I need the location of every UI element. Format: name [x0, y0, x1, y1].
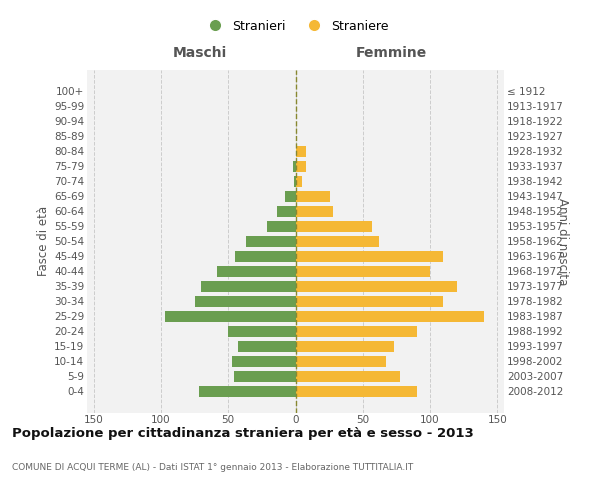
Bar [296, 236, 379, 247]
Text: Popolazione per cittadinanza straniera per età e sesso - 2013: Popolazione per cittadinanza straniera p… [12, 428, 474, 440]
Text: Femmine: Femmine [356, 46, 427, 60]
Bar [296, 220, 372, 232]
Bar [293, 160, 296, 172]
Bar [202, 280, 296, 292]
Bar [296, 206, 333, 217]
Y-axis label: Fasce di età: Fasce di età [37, 206, 50, 276]
Bar [296, 160, 306, 172]
Bar [199, 386, 296, 397]
Bar [267, 220, 296, 232]
Bar [165, 310, 296, 322]
Bar [246, 236, 296, 247]
Bar [194, 296, 296, 307]
Bar [296, 250, 443, 262]
Bar [296, 280, 457, 292]
Bar [277, 206, 296, 217]
Bar [296, 296, 443, 307]
Bar [232, 356, 296, 367]
Text: COMUNE DI ACQUI TERME (AL) - Dati ISTAT 1° gennaio 2013 - Elaborazione TUTTITALI: COMUNE DI ACQUI TERME (AL) - Dati ISTAT … [12, 462, 413, 471]
Bar [228, 326, 296, 337]
Bar [296, 370, 400, 382]
Bar [294, 176, 296, 187]
Bar [238, 340, 296, 352]
Bar [296, 190, 331, 202]
Bar [217, 266, 296, 277]
Text: Maschi: Maschi [172, 46, 227, 60]
Bar [296, 356, 386, 367]
Bar [296, 146, 306, 157]
Bar [296, 310, 484, 322]
Bar [296, 340, 394, 352]
Bar [296, 266, 430, 277]
Bar [285, 190, 296, 202]
Bar [233, 370, 296, 382]
Bar [296, 386, 416, 397]
Bar [296, 326, 416, 337]
Legend: Stranieri, Straniere: Stranieri, Straniere [197, 14, 394, 38]
Bar [296, 176, 302, 187]
Y-axis label: Anni di nascita: Anni di nascita [556, 198, 569, 285]
Bar [235, 250, 296, 262]
